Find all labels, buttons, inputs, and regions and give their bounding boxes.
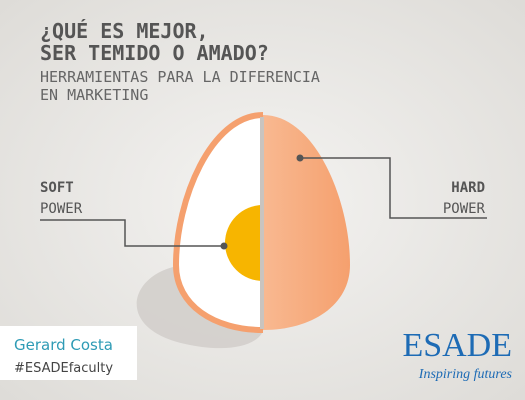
title-line: SER TEMIDO O AMADO? [40, 41, 269, 65]
subtitle-line: HERRAMIENTAS PARA LA DIFERENCIA [40, 68, 320, 86]
dot [296, 154, 304, 162]
labels: SOFT POWER HARD POWER [40, 180, 486, 217]
dot [220, 242, 228, 250]
label: POWER [443, 201, 486, 217]
egg [172, 112, 350, 333]
label: SOFT [40, 180, 74, 196]
subtitle-line: EN MARKETING [40, 86, 148, 104]
subtitle: HERRAMIENTAS PARA LA DIFERENCIA EN MARKE… [40, 68, 320, 104]
author-name: Gerard Costa [14, 336, 113, 354]
label: HARD [451, 180, 485, 196]
label: POWER [40, 201, 83, 217]
title: ¿QUÉ ES MEJOR, SER TEMIDO O AMADO? [40, 19, 269, 65]
logo: ESADE [402, 327, 512, 364]
logo-tagline: Inspiring futures [418, 367, 513, 382]
leader-lines [40, 157, 487, 247]
title-line: ¿QUÉ ES MEJOR, [40, 19, 209, 43]
author-box [0, 326, 137, 380]
author-tag: #ESADEfaculty [14, 361, 113, 376]
